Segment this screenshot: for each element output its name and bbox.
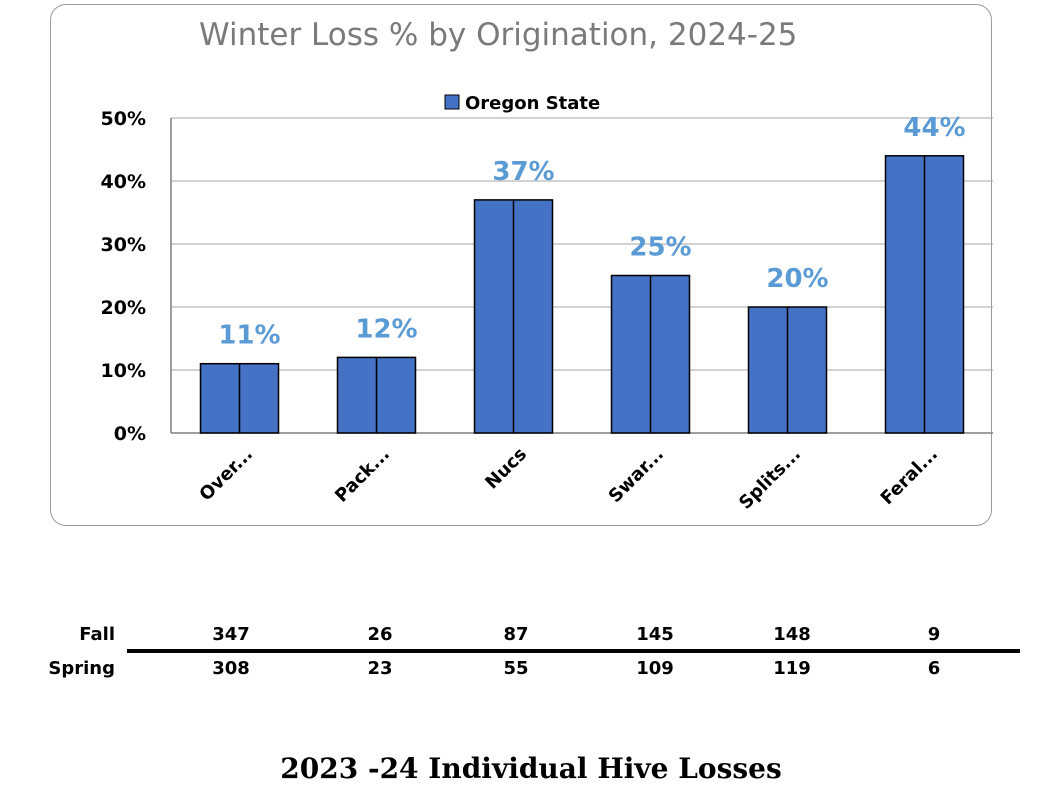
spring-count: 55: [503, 658, 529, 679]
data-label: 37%: [492, 157, 554, 187]
fall-count: 9: [927, 624, 941, 645]
fall-count: 26: [367, 624, 393, 645]
fall-count: 145: [636, 624, 674, 645]
data-label: 25%: [629, 233, 691, 263]
plot-area: 0% 10% 20% 30% 40% 50% 11% Over... 12% Pack... 37%…: [101, 108, 993, 514]
spring-count: 109: [636, 658, 674, 679]
y-tick-label: 30%: [101, 234, 146, 256]
y-tick-label: 0%: [114, 423, 146, 445]
data-label: 20%: [766, 264, 828, 294]
spring-count: 23: [367, 658, 393, 679]
data-label: 12%: [355, 314, 417, 344]
category-label: Over...: [195, 444, 257, 506]
y-tick-label: 40%: [101, 171, 146, 193]
legend: Oregon State: [444, 93, 600, 114]
spring-count: 308: [212, 658, 250, 679]
chart-frame: Winter Loss % by Origination, 2024-25 Or…: [50, 4, 993, 526]
y-tick-label: 50%: [101, 108, 146, 130]
legend-swatch: [444, 94, 460, 110]
footer-title: 2023 -24 Individual Hive Losses: [280, 752, 782, 785]
table-divider: [127, 649, 1020, 653]
category-label: Splits...: [735, 444, 805, 514]
fall-count: 87: [503, 624, 529, 645]
spring-count: 6: [927, 658, 941, 679]
counts-table: Fall Spring 347 26 87 145 148 9 308 23 5…: [0, 620, 1050, 690]
data-label: 11%: [218, 321, 280, 351]
legend-label: Oregon State: [465, 93, 600, 114]
fall-count: 148: [773, 624, 811, 645]
category-label: Feral...: [877, 444, 942, 509]
y-tick-label: 20%: [101, 297, 146, 319]
spring-count: 119: [773, 658, 811, 679]
row-label-fall: Fall: [79, 624, 115, 645]
bar-chart: Winter Loss % by Origination, 2024-25 Or…: [101, 17, 993, 514]
y-tick-label: 10%: [101, 360, 146, 382]
category-label: Nucs: [481, 444, 531, 494]
data-label: 44%: [903, 113, 965, 143]
fall-count: 347: [212, 624, 250, 645]
chart-title: Winter Loss % by Origination, 2024-25: [199, 17, 797, 53]
category-label: Swar...: [605, 444, 668, 507]
category-label: Pack...: [331, 444, 394, 507]
row-label-spring: Spring: [48, 658, 115, 679]
